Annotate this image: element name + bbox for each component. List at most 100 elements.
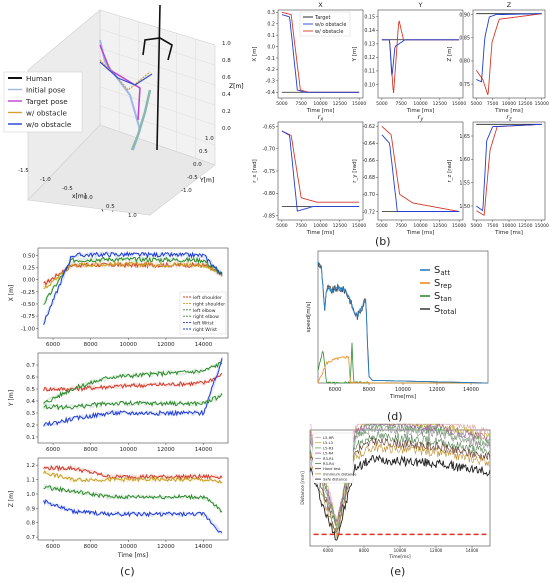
legend-box xyxy=(3,71,83,133)
without-obstacle-series xyxy=(281,130,360,212)
y-tick-label: -0.66 xyxy=(363,158,375,164)
subplot-5: rz r_z [rad] 1.65 1.60 1.55 1.50 5000 7500 10000… xyxy=(447,113,549,236)
legend-label: L5-L3 xyxy=(323,441,333,445)
y-tick-label: 0.5 xyxy=(26,387,35,393)
legend-label: L5-HR xyxy=(323,436,334,440)
joint-band xyxy=(42,483,223,513)
x-tick-label: 7500 xyxy=(295,101,307,107)
joint-series xyxy=(43,499,223,533)
joint-band xyxy=(43,499,223,536)
tick-labels: -1.5 -1.0 -0.5 0.0 0.5 1.0 1.0 0.5 0.0 -0.5 -1.0 1.… xyxy=(18,41,231,219)
y-tick-label: -0.75 xyxy=(263,169,275,175)
y-axis-label: Y [m] xyxy=(352,47,358,63)
y-tick-label: 0.9 xyxy=(26,506,35,512)
x-tick-label: 10000 xyxy=(120,447,138,453)
legend-label: Target xyxy=(314,15,331,21)
x-tick-label: 14000 xyxy=(195,544,213,550)
joint-band xyxy=(42,251,224,324)
joint-band xyxy=(42,464,223,481)
y-tick-label: 0.2 xyxy=(267,22,275,28)
y-axis-label: Y[m] xyxy=(199,177,214,184)
x-tick-label: 12000 xyxy=(430,548,443,553)
x-tick-label: 5000 xyxy=(471,101,483,107)
x-tick-label: 10000 xyxy=(313,223,327,229)
legend-a: Human Initial pose Target pose w/ obstacle w… xyxy=(3,71,83,133)
joint-series xyxy=(43,357,223,427)
y-tick-label: -0.3 xyxy=(266,79,275,85)
y-tick-label: -0.4 xyxy=(266,90,275,96)
y-tick-label: 0.0 xyxy=(193,162,202,168)
subplot-2: Z Z [m] 0.90 0.85 0.80 0.75 5000 7500 10000 12500… xyxy=(447,1,549,114)
lower-arm-line xyxy=(130,89,152,151)
y-axis-label: r_y [rad] xyxy=(352,159,358,182)
z-tick-label: 1.0 xyxy=(222,41,231,47)
y-tick-label: -1.0 xyxy=(181,188,192,194)
y-axis-label: Z [m] xyxy=(447,46,453,61)
joint-band xyxy=(42,470,223,485)
x-tick-label: 10000 xyxy=(395,387,411,393)
subplot-title: Y xyxy=(418,1,423,9)
subplot-0: X [m] 0.50 0.25 0.00 -0.25 -0.50 -0.75 -1.00 600… xyxy=(8,247,229,348)
joint-band xyxy=(42,359,223,407)
x-tick-label: 15000 xyxy=(352,223,366,229)
without-obstacle-series xyxy=(281,14,360,93)
subplot-4: ry r_y [rad] -0.62 -0.64 -0.66 -0.68 -0.70 -0.7… xyxy=(352,113,466,236)
legend-label: right Wrist xyxy=(193,327,217,333)
x-tick-label: 12500 xyxy=(518,101,532,107)
subplot-title: rx xyxy=(318,113,324,123)
legend-label: Human xyxy=(26,74,52,83)
subplot-frame xyxy=(37,457,229,541)
y-axis-label: r_z [rad] xyxy=(447,159,453,182)
y-axis-label: Y [m] xyxy=(8,390,15,407)
floor xyxy=(27,124,216,216)
x-tick-label: 8000 xyxy=(363,387,376,393)
y-tick-label: 0.8 xyxy=(26,521,35,527)
z-axis-label: Z[m] xyxy=(229,83,244,90)
rep-series xyxy=(317,355,488,384)
y-tick-label: -0.75 xyxy=(21,314,36,320)
z-tick-label: 0.4 xyxy=(222,92,231,98)
x-tick-label: 15000 xyxy=(452,101,466,107)
x-axis-label: Time[ms] xyxy=(389,394,416,400)
subplot-1: Y [m] 0.7 0.6 0.5 0.4 0.3 0.2 0.1 6000 8000 10000 1… xyxy=(8,352,229,453)
x-tick-label: 12500 xyxy=(333,223,347,229)
x-tick-label: -1.0 xyxy=(40,177,51,183)
subplot-2: Z [m] 1.2 1.1 1.0 0.9 0.8 0.7 6000 8000 10000 1200… xyxy=(8,457,229,559)
legend-label: w/ obstacle xyxy=(26,109,67,118)
y-tick-label: 0.75 xyxy=(459,82,470,88)
x-tick-label: 8000 xyxy=(359,548,370,553)
legend-label: R3-R1 xyxy=(323,457,334,461)
y-tick-label: -0.70 xyxy=(363,192,375,198)
joint-series xyxy=(43,372,223,393)
y-tick-label: 0.3 xyxy=(267,10,275,16)
y-tick-label: 1.0 xyxy=(26,492,35,498)
robot-poses xyxy=(99,39,153,151)
subplot-frame xyxy=(472,121,546,221)
legend-label: w/o obstacle xyxy=(26,120,72,129)
y-tick-label: -0.25 xyxy=(21,290,36,296)
y-tick-label: 0.90 xyxy=(459,12,470,18)
x-tick-label: 14000 xyxy=(463,387,479,393)
x-tick-label: 15000 xyxy=(535,223,549,229)
legend-label: Target pose xyxy=(25,97,68,106)
legend-label: w/o obstacle xyxy=(315,22,347,28)
y-axis-label: r_x [rad] xyxy=(252,159,258,182)
subplot-frame xyxy=(472,9,546,99)
y-tick-label: -0.5 xyxy=(187,175,198,181)
y-tick-label: -0.80 xyxy=(263,191,275,197)
without-obstacle-line xyxy=(99,61,153,86)
x-tick-label: 6000 xyxy=(329,387,342,393)
x-axis-label: x[m] xyxy=(72,193,86,200)
legend-label: left Wrist xyxy=(193,321,214,327)
legend-label: left elbow xyxy=(193,308,216,314)
x-tick-label: 7500 xyxy=(395,101,407,107)
y-tick-label: 0.1 xyxy=(26,435,35,441)
x-axis-label: Time [ms] xyxy=(406,108,435,114)
y-tick-label: 0.7 xyxy=(26,363,35,369)
x-tick-label: 15000 xyxy=(535,101,549,107)
y-tick-label: 0.80 xyxy=(459,59,470,65)
target-pose-line xyxy=(99,44,141,121)
y-tick-label: 1.2 xyxy=(26,463,35,469)
